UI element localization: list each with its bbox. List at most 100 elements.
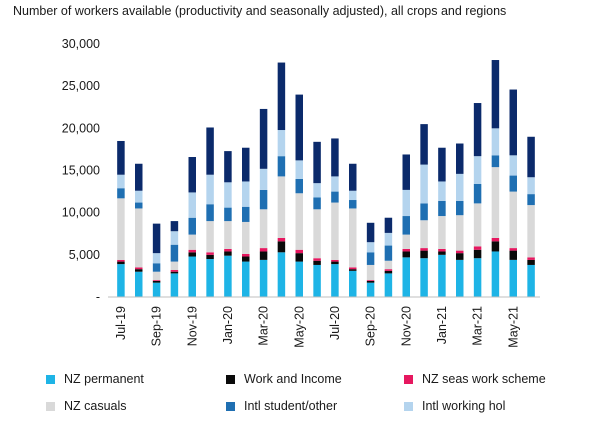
bar-segment-nz-permanent (473, 258, 482, 297)
bar-segment-work-and-income (295, 253, 303, 262)
bar-segment-intl-working-hol (224, 182, 232, 208)
legend-swatch (404, 374, 413, 384)
x-tick-label: Jan-21 (435, 306, 449, 344)
bar-segment-nz-seas-work-scheme (384, 269, 393, 271)
bar-segment-work-and-income (366, 280, 375, 283)
bar-segment-nz-casuals (259, 209, 268, 249)
bar-segment-intl-working-hol (366, 242, 375, 253)
bar-segment-nz-seas-dark- (402, 154, 410, 190)
bar-segment-nz-seas-dark- (277, 62, 286, 131)
x-tick-label: Sep-20 (364, 306, 378, 346)
bar-segment-nz-seas-dark- (420, 124, 428, 165)
bar-segment-work-and-income (349, 269, 357, 271)
bar-segment-intl-working-hol (384, 232, 393, 246)
bar-segment-nz-permanent (224, 255, 232, 297)
legend-swatch (46, 374, 55, 384)
bar-segment-intl-student-other (402, 216, 410, 235)
legend-label: NZ seas work scheme (422, 372, 546, 386)
bar-segment-work-and-income (277, 241, 286, 253)
bar-segment-nz-seas-work-scheme (349, 267, 357, 270)
y-tick-label: 30,000 (62, 37, 100, 51)
bar-segment-nz-seas-dark- (331, 138, 339, 177)
bar-segment-nz-permanent (384, 273, 393, 297)
bar-segment-work-and-income (509, 250, 517, 260)
bar-segment-nz-permanent (420, 258, 428, 297)
x-tick-label: Mar-21 (471, 306, 485, 346)
bar-segment-nz-casuals (456, 215, 464, 251)
bar-segment-nz-casuals (206, 221, 214, 253)
y-tick-label: 10,000 (62, 206, 100, 220)
bar-segment-nz-seas-work-scheme (491, 237, 500, 242)
bar-segment-intl-student-other (456, 200, 464, 216)
bar-segment-nz-casuals (313, 209, 321, 259)
bar-segment-nz-permanent (438, 254, 446, 297)
bar-segment-nz-permanent (277, 252, 286, 297)
bar-segment-nz-casuals (295, 193, 303, 250)
bar-segment-nz-seas-dark- (491, 60, 500, 129)
bar-segment-nz-permanent (135, 271, 143, 297)
bar-segment-nz-seas-dark- (349, 163, 357, 191)
bar-segment-nz-casuals (420, 220, 428, 249)
bar-segment-nz-casuals (188, 234, 196, 250)
bar-segment-intl-student-other (188, 217, 196, 235)
bar-segment-nz-permanent (313, 264, 321, 297)
legend-swatch (226, 401, 235, 411)
bar-segment-nz-permanent (456, 259, 464, 297)
bar-segment-work-and-income (117, 261, 125, 265)
bar-segment-intl-working-hol (438, 181, 446, 201)
x-tick-label: May-20 (292, 306, 306, 348)
bar-segment-intl-working-hol (206, 174, 214, 205)
x-tick-label: Nov-20 (399, 306, 413, 346)
bar-segment-nz-seas-work-scheme (295, 249, 303, 254)
x-tick-label: Jan-20 (221, 306, 235, 344)
bar-segment-nz-permanent (259, 259, 268, 297)
bar-segment-nz-seas-dark- (206, 127, 214, 175)
bar-segment-nz-casuals (349, 208, 357, 268)
bar-segment-nz-seas-dark- (242, 147, 250, 182)
bar-segment-work-and-income (331, 261, 339, 265)
bar-segment-nz-seas-dark- (152, 223, 161, 254)
bar-segment-nz-permanent (491, 251, 500, 297)
legend-item-nz-permanent: NZ permanent (46, 372, 144, 386)
bar-segment-intl-student-other (135, 202, 143, 209)
bar-segment-work-and-income (135, 269, 143, 272)
bar-segment-nz-casuals (242, 221, 250, 254)
bar-segment-intl-student-other (259, 189, 268, 210)
bar-segment-intl-working-hol (117, 174, 125, 189)
bar-segment-intl-working-hol (527, 177, 535, 195)
bar-segment-intl-working-hol (349, 190, 357, 201)
y-tick-label: 25,000 (62, 79, 100, 93)
bar-segment-nz-casuals (224, 221, 232, 249)
bar-segment-intl-student-other (331, 191, 339, 203)
bar-segment-intl-student-other (366, 252, 375, 265)
bar-segment-nz-seas-work-scheme (117, 259, 125, 262)
legend-label: NZ permanent (64, 372, 144, 386)
legend-label: Intl student/other (244, 399, 338, 413)
bar-segment-work-and-income (473, 249, 482, 259)
bar-segment-intl-student-other (384, 245, 393, 261)
bar-segment-nz-permanent (402, 257, 410, 297)
bar-segment-nz-casuals (170, 261, 179, 271)
bar-segment-intl-student-other (349, 200, 357, 209)
bar-segment-nz-seas-dark- (117, 140, 125, 175)
bar-segment-intl-working-hol (313, 183, 321, 198)
legend-swatch (404, 401, 413, 411)
bar-segment-nz-seas-work-scheme (206, 252, 214, 255)
bar-segment-nz-permanent (331, 264, 339, 297)
x-tick-label: Sep-19 (150, 306, 164, 346)
bar-segment-work-and-income (224, 251, 232, 256)
x-tick-label: Nov-19 (185, 306, 199, 346)
bar-segment-intl-working-hol (331, 176, 339, 192)
legend-swatch (226, 374, 235, 384)
bar-segment-intl-student-other (420, 203, 428, 221)
bar-segment-nz-seas-work-scheme (331, 259, 339, 262)
bar-segment-nz-seas-dark- (135, 163, 143, 191)
bar-segment-nz-seas-work-scheme (188, 249, 196, 253)
bar-segment-intl-working-hol (491, 128, 500, 156)
chart-title: Number of workers available (productivit… (13, 4, 507, 18)
y-tick-label: 15,000 (62, 164, 100, 178)
bar-segment-intl-student-other (295, 178, 303, 194)
bar-segment-nz-permanent (366, 282, 375, 297)
bar-segment-nz-casuals (509, 191, 517, 249)
bar-segment-intl-working-hol (277, 130, 286, 157)
